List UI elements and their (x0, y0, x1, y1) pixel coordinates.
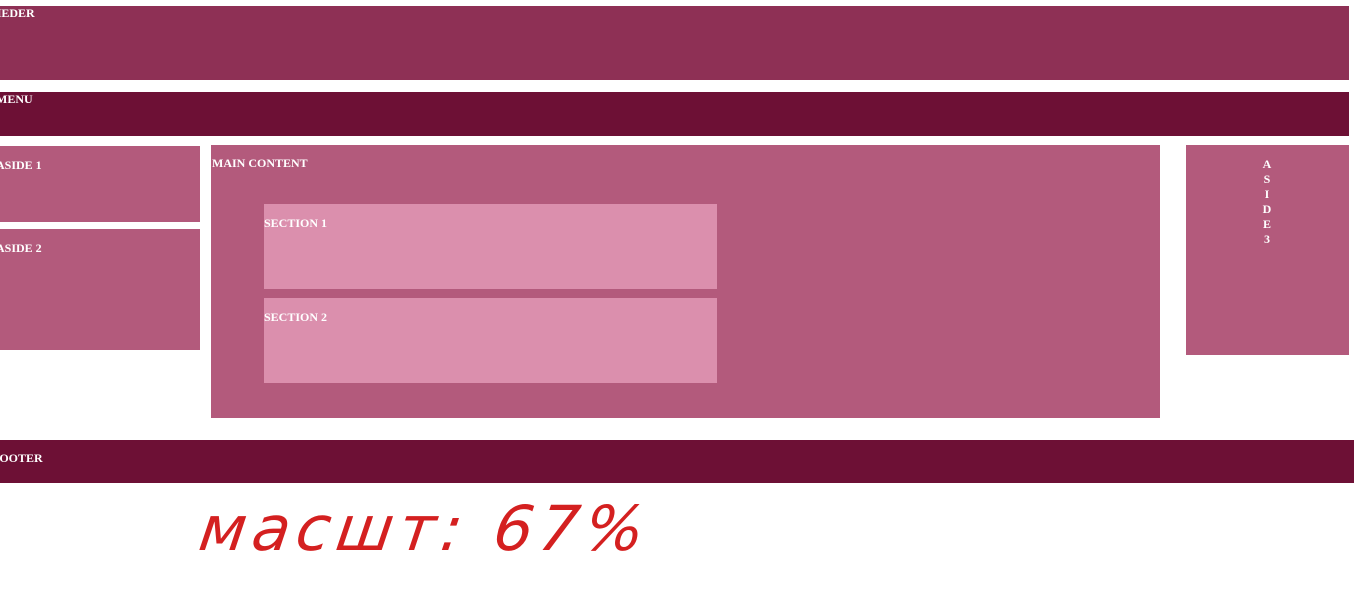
menu: MENU (0, 92, 1349, 136)
footer-label: FOOTER (0, 451, 43, 465)
menu-label: MENU (0, 92, 33, 106)
section-1-label: SECTION 1 (264, 216, 328, 230)
main-content: MAIN CONTENT SECTION 1 SECTION 2 (211, 145, 1160, 418)
aside-2: ASIDE 2 (0, 229, 200, 350)
section-1: SECTION 1 (264, 204, 717, 289)
aside-3-label: ASIDE 3 (1262, 157, 1272, 246)
aside-2-label: ASIDE 2 (0, 241, 42, 255)
aside-3: ASIDE 3 (1186, 145, 1349, 355)
annotation: масшт: 67% (194, 492, 656, 565)
header: HEDER (0, 6, 1349, 80)
header-label: HEDER (0, 6, 35, 20)
main-label: MAIN CONTENT (212, 156, 308, 170)
section-2-label: SECTION 2 (264, 310, 328, 324)
section-2: SECTION 2 (264, 298, 717, 383)
footer: FOOTER (0, 440, 1354, 483)
aside-1-label: ASIDE 1 (0, 158, 42, 172)
aside-1: ASIDE 1 (0, 146, 200, 222)
